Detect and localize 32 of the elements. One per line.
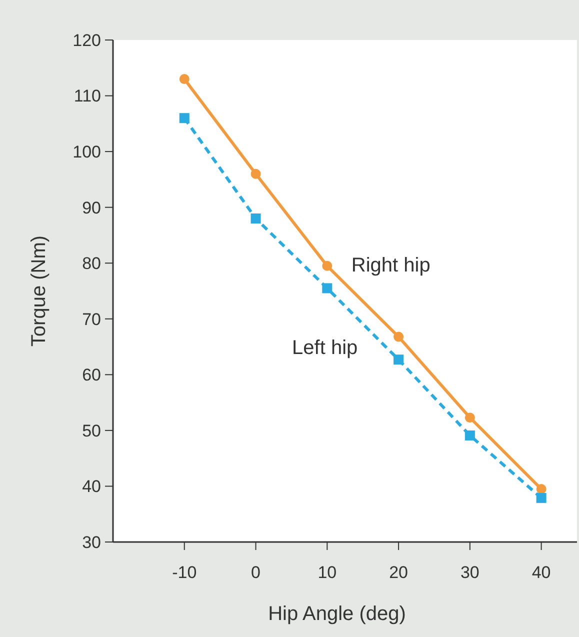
point bbox=[464, 412, 475, 423]
point bbox=[179, 113, 190, 124]
point bbox=[250, 168, 261, 179]
point bbox=[250, 213, 261, 224]
y-axis-title: Torque (Nm) bbox=[28, 235, 50, 347]
x-axis-title: Hip Angle (deg) bbox=[268, 603, 406, 625]
y-tick-label: 110 bbox=[74, 86, 101, 106]
point bbox=[394, 332, 404, 342]
y-tick-label: 50 bbox=[82, 421, 101, 440]
x-tick-label: 0 bbox=[251, 563, 261, 582]
x-tick-label: 40 bbox=[532, 563, 551, 582]
x-tick-label: -10 bbox=[172, 563, 197, 582]
y-tick-label: 100 bbox=[72, 142, 101, 162]
y-tick-label: 40 bbox=[82, 477, 101, 496]
point bbox=[464, 430, 475, 440]
x-tick-label: 20 bbox=[389, 563, 408, 582]
point bbox=[179, 74, 190, 84]
y-tick-label: 60 bbox=[82, 366, 101, 385]
point bbox=[536, 492, 546, 503]
y-tick-label: 120 bbox=[72, 30, 101, 50]
series-label: Left hip bbox=[292, 336, 358, 359]
point bbox=[394, 354, 404, 365]
x-tick-label: 10 bbox=[318, 563, 337, 582]
point bbox=[322, 283, 332, 294]
series-label: Right hip bbox=[351, 254, 430, 276]
point bbox=[536, 484, 546, 494]
y-tick-label: 70 bbox=[82, 310, 101, 329]
point bbox=[322, 260, 332, 271]
x-tick-label: 30 bbox=[460, 563, 480, 582]
y-tick-label: 90 bbox=[82, 198, 101, 218]
y-tick-label: 30 bbox=[82, 532, 101, 552]
y-tick-label: 80 bbox=[82, 254, 101, 274]
